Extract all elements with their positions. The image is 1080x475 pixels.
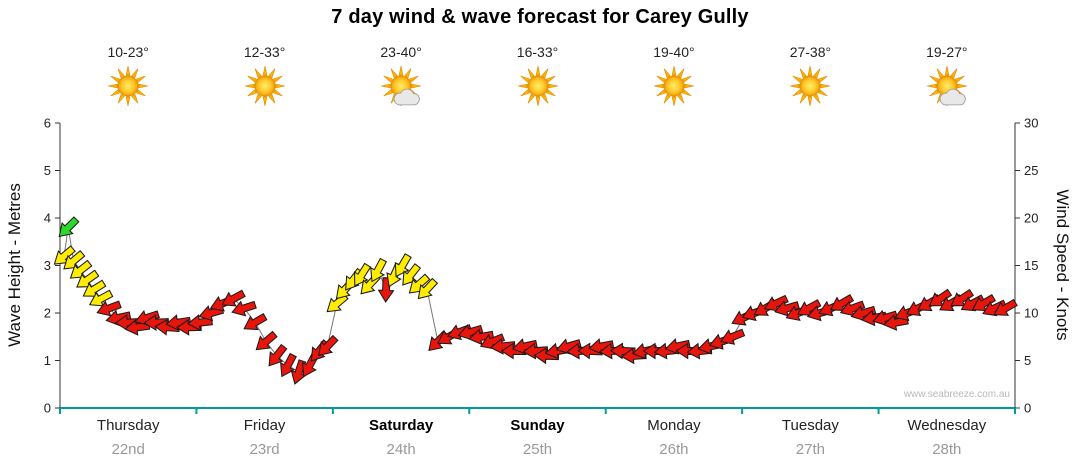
svg-text:3: 3 — [44, 258, 51, 273]
svg-text:15: 15 — [1024, 258, 1038, 273]
svg-text:4: 4 — [44, 211, 51, 226]
svg-text:5: 5 — [1024, 353, 1031, 368]
watermark: www.seabreeze.com.au — [903, 389, 1010, 400]
day-name: Friday — [243, 417, 286, 434]
svg-text:30: 30 — [1024, 116, 1038, 131]
weather-icon-sunny — [105, 63, 151, 109]
temperature-label: 19-40° — [653, 44, 695, 60]
temperature-label: 12-33° — [243, 44, 286, 60]
weather-icon-partly-cloudy — [378, 63, 424, 109]
day-name: Monday — [647, 417, 701, 434]
weather-icon-sunny — [787, 63, 833, 109]
day-date: 24th — [386, 441, 416, 458]
page-title: 7 day wind & wave forecast for Carey Gul… — [331, 6, 749, 28]
temperature-label: 16-33° — [516, 44, 559, 60]
weather-icon-sunny — [242, 63, 288, 109]
day-date: 25th — [522, 441, 553, 458]
temperature-label: 10-23° — [107, 44, 149, 60]
svg-text:0: 0 — [44, 401, 51, 416]
weather-icon-partly-cloudy — [924, 63, 970, 109]
svg-text:10: 10 — [1024, 306, 1038, 321]
temperature-label: 23-40° — [380, 44, 422, 60]
day-date: 27th — [795, 441, 825, 458]
svg-text:25: 25 — [1024, 163, 1038, 178]
weather-icon-sunny — [651, 63, 697, 109]
day-name: Saturday — [368, 417, 434, 434]
svg-text:20: 20 — [1024, 211, 1038, 226]
svg-text:0: 0 — [1024, 401, 1031, 416]
day-date: 28th — [932, 441, 962, 458]
svg-text:6: 6 — [44, 116, 51, 131]
day-name: Thursday — [96, 417, 160, 434]
day-date: 23rd — [249, 441, 280, 458]
temperature-label: 27-38° — [789, 44, 832, 60]
day-date: 26th — [659, 441, 689, 458]
weather-icon-sunny — [515, 63, 561, 109]
day-date: 22nd — [111, 441, 145, 458]
day-name: Sunday — [510, 417, 565, 434]
day-name: Wednesday — [907, 417, 987, 434]
svg-text:1: 1 — [44, 353, 51, 368]
svg-text:5: 5 — [44, 163, 51, 178]
temperature-label: 19-27° — [926, 44, 968, 60]
day-name: Tuesday — [781, 417, 839, 434]
svg-text:2: 2 — [44, 306, 51, 321]
